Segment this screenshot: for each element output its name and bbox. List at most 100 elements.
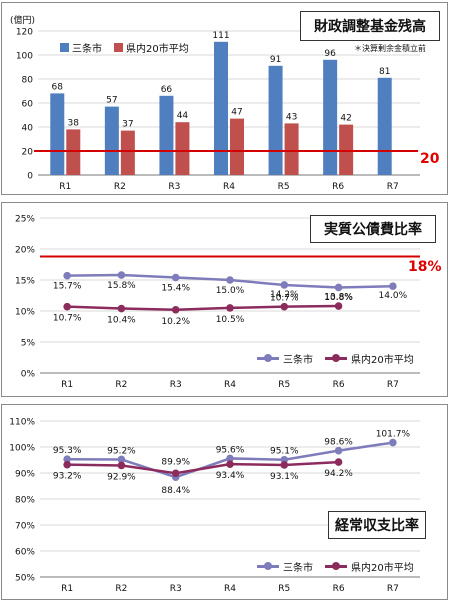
legend-line-sanjo <box>257 562 279 570</box>
data-label: 38 <box>68 118 80 128</box>
x-tick-label: R1 <box>61 584 73 594</box>
x-tick-label: R6 <box>332 182 344 192</box>
bar <box>377 77 392 175</box>
data-point <box>117 455 126 464</box>
data-point <box>280 281 289 289</box>
data-label: 10.5% <box>216 315 245 325</box>
data-point <box>117 304 126 313</box>
bar <box>268 65 283 175</box>
y-tick-label: 0% <box>21 370 36 380</box>
y-tick-label: 50% <box>15 574 35 584</box>
data-label: 81 <box>379 67 390 77</box>
data-label: 14.2% <box>270 290 299 300</box>
data-label: 15.0% <box>216 286 245 296</box>
reserve-fund-panel: 0 20 40 60 80 100 120 R1 68 38 R2 57 37 R3 66 44 R4 111 47… <box>1 2 448 195</box>
data-point <box>334 283 343 292</box>
legend-label-average: 県内20市平均 <box>351 563 414 574</box>
y-tick-label: 5% <box>21 339 36 349</box>
x-tick-label: R6 <box>333 584 345 594</box>
data-point <box>280 461 289 469</box>
data-label: 89.9% <box>161 457 190 467</box>
data-label: 15.4% <box>161 284 190 294</box>
bar <box>159 95 174 175</box>
data-point <box>226 460 234 468</box>
data-point <box>389 438 397 447</box>
x-tick-label: R2 <box>115 584 127 594</box>
legend-swatch-average <box>114 43 123 52</box>
legend-reserve-fund: 三条市 県内20市平均 <box>60 40 189 55</box>
x-tick-label: R4 <box>224 380 236 390</box>
bar <box>339 124 354 175</box>
data-label: 88.4% <box>161 486 190 496</box>
data-label: 96 <box>324 49 336 59</box>
data-point <box>334 446 343 455</box>
data-label: 101.7% <box>376 430 411 440</box>
y-tick-label: 70% <box>15 522 35 532</box>
data-label: 57 <box>106 96 117 106</box>
y-tick-label: 120 <box>16 28 33 38</box>
unit-label: (億円) <box>10 16 36 26</box>
x-tick-label: R3 <box>170 380 182 390</box>
y-tick-label: 20% <box>15 246 35 256</box>
data-point <box>171 469 180 478</box>
x-tick-label: R3 <box>168 182 180 192</box>
chart-title-reserve-fund: 財政調整基金残高 <box>300 11 440 41</box>
x-tick-label: R7 <box>387 380 399 390</box>
data-label: 44 <box>177 111 189 121</box>
series-line <box>67 460 339 475</box>
data-point <box>389 282 397 290</box>
y-tick-label: 60 <box>22 100 34 110</box>
data-point <box>117 461 126 470</box>
bar <box>50 93 65 175</box>
current-balance-panel: 50% 60% 70% 80% 90% 100% 110% R1 R2 R3 R4 R5 R6 R7 95.… <box>1 404 448 600</box>
data-label: 15.8% <box>107 281 136 291</box>
series-line <box>67 304 339 312</box>
current-balance-chart: 50% 60% 70% 80% 90% 100% 110% R1 R2 R3 R4 R5 R6 R7 95.… <box>9 418 420 594</box>
data-point <box>63 455 71 464</box>
reference-line-label: 20 <box>420 151 440 167</box>
bar <box>284 123 299 175</box>
y-tick-label: 40 <box>22 124 34 134</box>
data-point <box>63 271 71 280</box>
x-tick-label: R1 <box>61 380 73 390</box>
legend-label-average: 県内20市平均 <box>126 44 189 55</box>
data-label: 66 <box>161 85 173 95</box>
x-tick-label: R5 <box>278 584 290 594</box>
x-tick-label: R1 <box>59 182 71 192</box>
bar <box>66 129 81 175</box>
y-tick-label: 60% <box>15 548 35 558</box>
legend-current-balance: 三条市 県内20市平均 <box>257 559 414 574</box>
bar <box>120 130 135 175</box>
y-tick-label: 20 <box>22 148 34 158</box>
data-point <box>280 455 289 464</box>
bar <box>175 122 190 175</box>
legend-swatch-sanjo <box>60 43 69 52</box>
data-label: 94.2% <box>324 469 353 479</box>
y-tick-label: 80% <box>15 496 35 506</box>
chart-title-debt-ratio: 実質公債費比率 <box>310 215 436 243</box>
bar <box>104 106 119 175</box>
data-label: 98.6% <box>324 438 353 448</box>
x-tick-label: R2 <box>114 182 126 192</box>
data-label: 10.7% <box>270 294 299 304</box>
y-tick-label: 15% <box>15 277 35 287</box>
legend-label-sanjo: 三条市 <box>283 563 313 574</box>
data-label: 95.2% <box>107 446 136 456</box>
x-tick-label: R5 <box>278 182 290 192</box>
data-label: 111 <box>212 31 229 41</box>
legend-line-average <box>325 562 347 570</box>
data-point <box>226 276 234 284</box>
bar <box>214 41 228 175</box>
data-point <box>280 302 289 311</box>
x-tick-label: R6 <box>333 380 345 390</box>
legend-label-sanjo: 三条市 <box>283 355 313 366</box>
data-point <box>171 305 180 314</box>
data-label: 37 <box>122 120 133 130</box>
data-label: 93.1% <box>270 472 299 482</box>
data-label: 91 <box>270 55 281 65</box>
legend-line-sanjo <box>257 354 279 362</box>
reserve-fund-chart: 0 20 40 60 80 100 120 R1 68 38 R2 57 37 R3 66 44 R4 111 47… <box>16 28 420 192</box>
y-tick-label: 80 <box>22 76 34 86</box>
x-tick-label: R7 <box>387 584 399 594</box>
data-label: 93.2% <box>53 472 82 482</box>
